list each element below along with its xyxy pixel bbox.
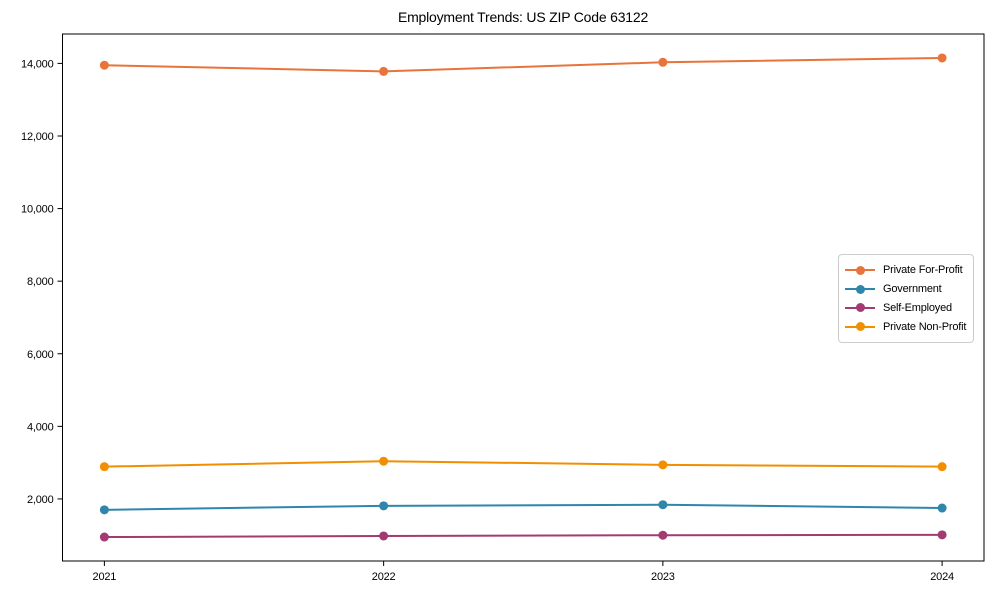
data-point-private-non-profit-2021 [99, 462, 109, 472]
data-point-government-2022 [379, 501, 389, 511]
data-point-private-for-profit-2021 [99, 60, 109, 70]
legend-label: Private For-Profit [883, 264, 963, 277]
y-axis-tick-label: 6,000 [27, 349, 54, 361]
legend-item-self-employed: Self-Employed [845, 299, 966, 318]
data-point-government-2023 [658, 500, 668, 510]
x-axis-tick-label: 2022 [372, 571, 396, 583]
legend-label: Private Non-Profit [883, 320, 967, 333]
chart-title: Employment Trends: US ZIP Code 63122 [397, 9, 649, 25]
data-point-private-non-profit-2024 [937, 462, 947, 472]
data-point-self-employed-2023 [658, 530, 668, 540]
chart-legend: Private For-Profit Government Self-Emplo… [838, 254, 974, 343]
data-point-private-for-profit-2023 [658, 57, 668, 67]
series-line-government [104, 503, 943, 511]
legend-label: Government [883, 283, 942, 296]
x-axis-tick-label: 2023 [651, 571, 675, 583]
x-axis-tick-label: 2024 [930, 571, 954, 583]
legend-line-marker-icon [845, 303, 875, 313]
data-point-self-employed-2024 [937, 530, 947, 540]
data-point-government-2024 [937, 503, 947, 513]
data-point-private-for-profit-2022 [379, 66, 389, 76]
data-point-government-2021 [99, 505, 109, 515]
legend-item-private-for-profit: Private For-Profit [845, 261, 966, 280]
legend-line-marker-icon [845, 322, 875, 332]
plot-border [62, 33, 985, 562]
y-axis-tick-label: 2,000 [27, 494, 54, 506]
y-axis-tick-label: 14,000 [21, 58, 54, 70]
series-line-self-employed [104, 533, 943, 539]
series-line-private-non-profit [104, 460, 943, 468]
legend-item-private-non-profit: Private Non-Profit [845, 317, 966, 336]
data-point-private-non-profit-2022 [379, 456, 389, 466]
y-axis-tick-label: 4,000 [27, 421, 54, 433]
data-point-self-employed-2022 [379, 531, 389, 541]
x-axis-tick-label: 2021 [93, 571, 117, 583]
series-line-private-for-profit [104, 56, 943, 73]
y-axis-tick-label: 12,000 [21, 131, 54, 143]
legend-item-government: Government [845, 280, 966, 299]
legend-label: Self-Employed [883, 301, 952, 314]
legend-line-marker-icon [845, 284, 875, 294]
legend-line-marker-icon [845, 265, 875, 275]
y-axis-tick-label: 10,000 [21, 204, 54, 216]
y-axis-tick-label: 8,000 [27, 276, 54, 288]
data-point-self-employed-2021 [99, 532, 109, 542]
data-point-private-for-profit-2024 [937, 53, 947, 63]
data-point-private-non-profit-2023 [658, 460, 668, 470]
